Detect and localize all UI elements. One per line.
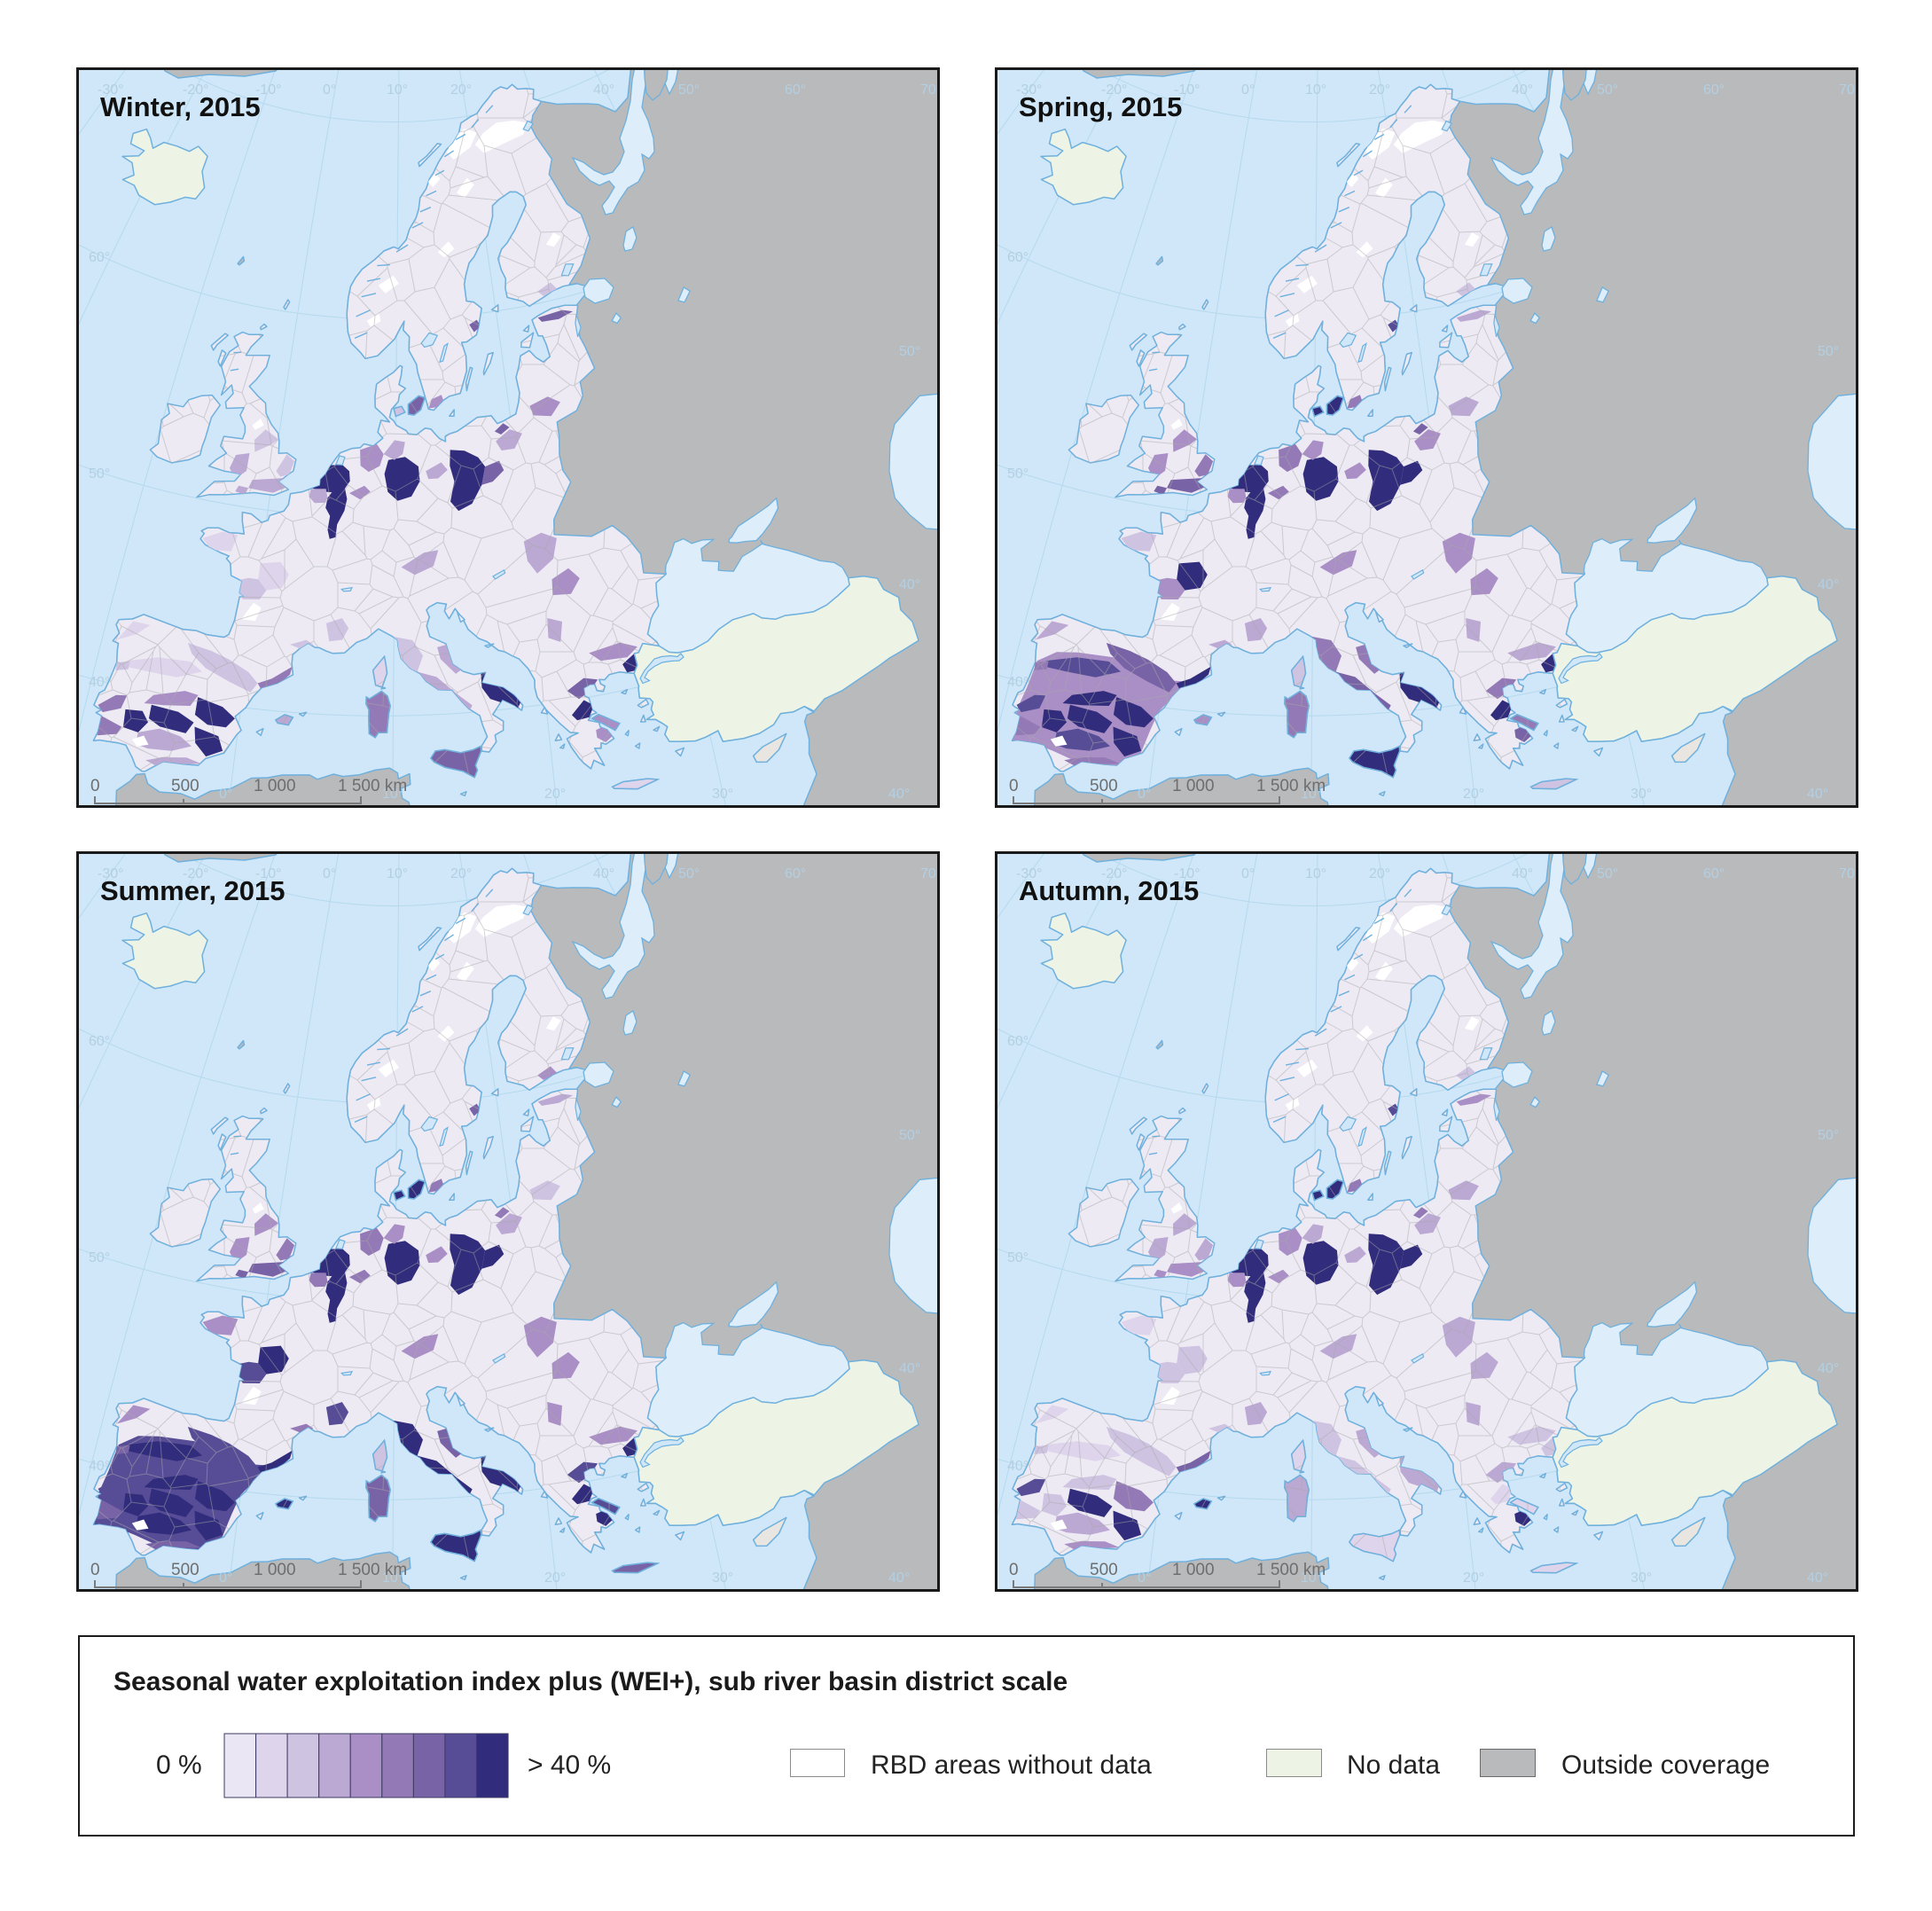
svg-text:Summer, 2015: Summer, 2015 [100, 875, 285, 906]
svg-text:Spring, 2015: Spring, 2015 [1019, 91, 1182, 122]
svg-text:Autumn, 2015: Autumn, 2015 [1019, 875, 1199, 906]
svg-text:Winter, 2015: Winter, 2015 [100, 91, 261, 122]
